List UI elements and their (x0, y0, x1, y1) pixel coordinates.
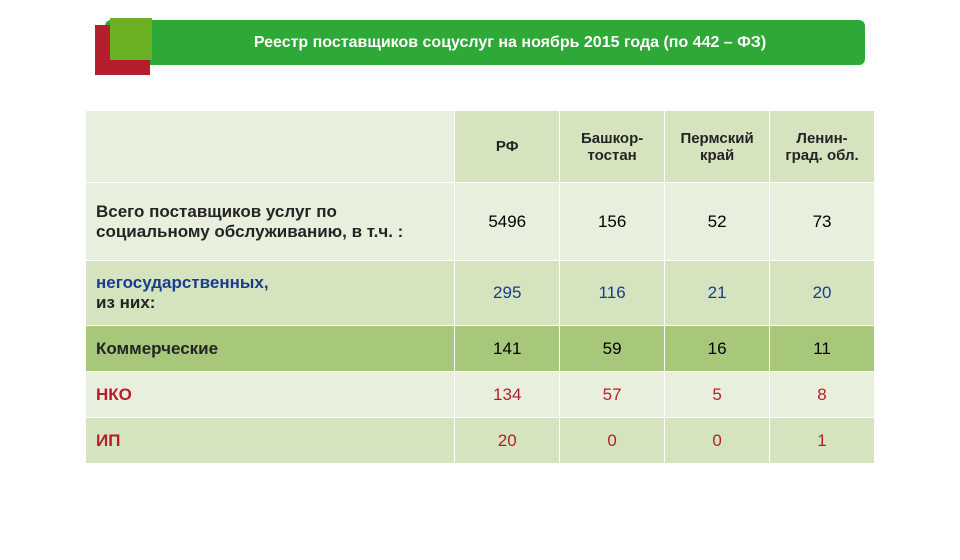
col-bashkortostan: Башкор-тостан (560, 111, 665, 183)
row-nko: НКО 134 57 5 8 (86, 372, 875, 418)
col-leningrad: Ленин-град. обл. (770, 111, 875, 183)
label-total: Всего поставщиков услуг по социальному о… (86, 183, 455, 261)
ip-perm: 0 (665, 418, 770, 464)
nongov-bash: 116 (560, 261, 665, 326)
commercial-bash: 59 (560, 326, 665, 372)
label-nongov: негосударственных, из них: (86, 261, 455, 326)
commercial-lenin: 11 (770, 326, 875, 372)
nko-lenin: 8 (770, 372, 875, 418)
col-rf: РФ (455, 111, 560, 183)
header-container: Реестр поставщиков соцуслуг на ноябрь 20… (95, 20, 865, 80)
header-empty (86, 111, 455, 183)
nko-rf: 134 (455, 372, 560, 418)
nongov-lenin: 20 (770, 261, 875, 326)
ip-bash: 0 (560, 418, 665, 464)
nongov-rf: 295 (455, 261, 560, 326)
nongov-perm: 21 (665, 261, 770, 326)
ip-rf: 20 (455, 418, 560, 464)
label-commercial: Коммерческие (86, 326, 455, 372)
commercial-perm: 16 (665, 326, 770, 372)
label-nko: НКО (86, 372, 455, 418)
total-lenin: 73 (770, 183, 875, 261)
registry-table: РФ Башкор-тостан Пермский край Ленин-гра… (85, 110, 875, 464)
table-header-row: РФ Башкор-тостан Пермский край Ленин-гра… (86, 111, 875, 183)
total-perm: 52 (665, 183, 770, 261)
accent-green-square (110, 18, 152, 60)
col-perm: Пермский край (665, 111, 770, 183)
label-nongov-l2: из них: (96, 293, 155, 312)
label-ip: ИП (86, 418, 455, 464)
page-title: Реестр поставщиков соцуслуг на ноябрь 20… (254, 34, 766, 52)
commercial-rf: 141 (455, 326, 560, 372)
nko-perm: 5 (665, 372, 770, 418)
nko-bash: 57 (560, 372, 665, 418)
row-commercial: Коммерческие 141 59 16 11 (86, 326, 875, 372)
row-total: Всего поставщиков услуг по социальному о… (86, 183, 875, 261)
ip-lenin: 1 (770, 418, 875, 464)
row-nongov: негосударственных, из них: 295 116 21 20 (86, 261, 875, 326)
total-bash: 156 (560, 183, 665, 261)
title-bar: Реестр поставщиков соцуслуг на ноябрь 20… (105, 20, 865, 65)
row-ip: ИП 20 0 0 1 (86, 418, 875, 464)
label-nongov-l1: негосударственных, (96, 273, 269, 292)
total-rf: 5496 (455, 183, 560, 261)
